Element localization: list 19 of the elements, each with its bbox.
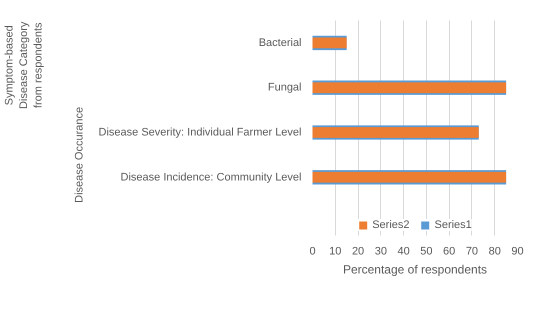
legend-label: Series2 [372, 219, 410, 231]
x-tick-label: 20 [352, 246, 364, 258]
x-tick-label: 40 [397, 246, 410, 258]
text: Disease Occurance [74, 106, 86, 203]
y-tick-label: Bacterial [258, 36, 302, 49]
y-tick-label: Disease Severity: Individual Farmer Level [98, 126, 302, 138]
x-tick-label: 50 [420, 246, 433, 258]
y-tick-label: Fungal [268, 82, 302, 94]
x-tick-label: 60 [443, 246, 456, 258]
x-tick-label: 10 [329, 246, 342, 258]
x-tick-label: 30 [374, 246, 387, 258]
y-tick-label: Disease Incidence: Community Level [120, 171, 302, 184]
x-tick-label: 80 [488, 246, 501, 258]
legend-label: Series1 [434, 219, 472, 231]
x-tick-label: 0 [309, 246, 316, 258]
x-tick-label: 90 [511, 246, 524, 258]
text: Symptom-based Disease Category from respondents [4, 21, 44, 110]
x-axis-title: Percentage of respondents [342, 262, 488, 276]
x-tick-label: 70 [466, 246, 478, 258]
